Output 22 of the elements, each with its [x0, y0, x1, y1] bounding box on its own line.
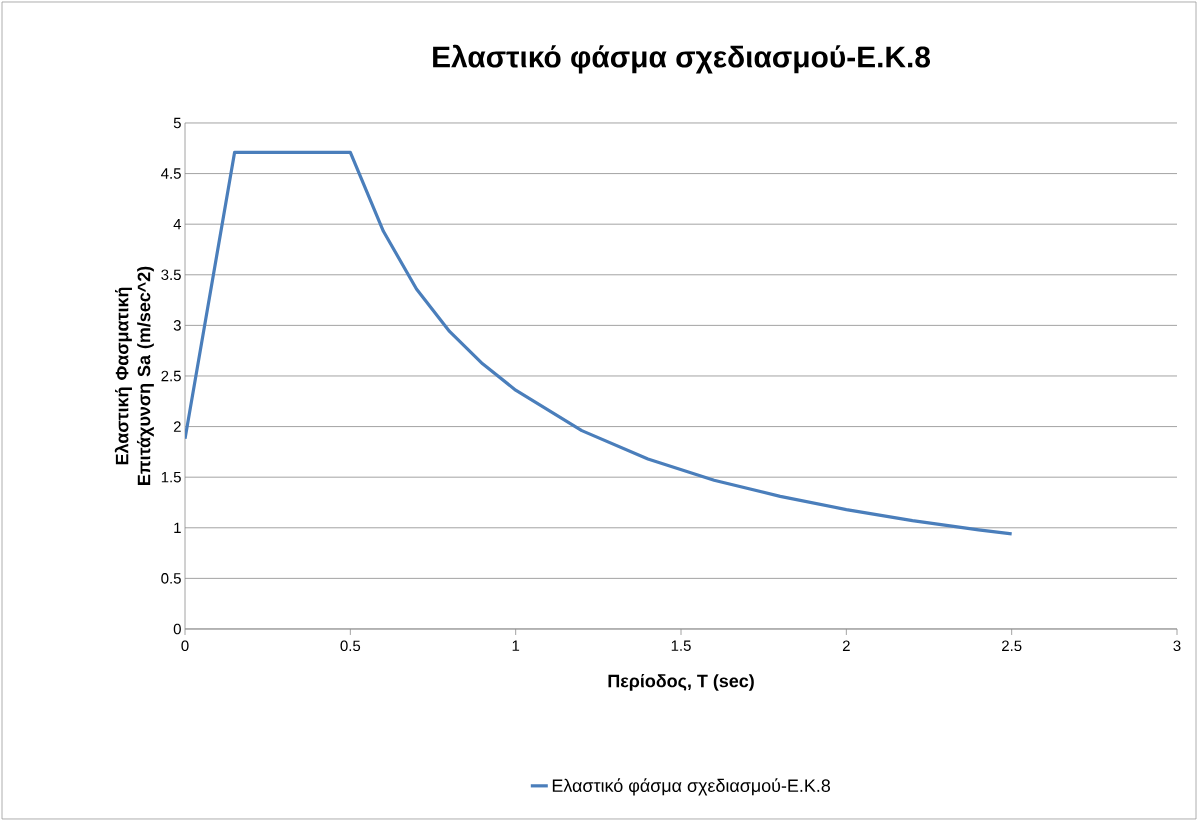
y-tick-label: 1.5: [161, 471, 181, 483]
x-tick-label: 2: [842, 640, 850, 651]
x-tick-label: 1.5: [671, 640, 691, 651]
line-series: [185, 150, 1014, 536]
y-tick-label: 0.5: [161, 573, 181, 584]
y-tick-label: 4: [173, 219, 182, 230]
y-tick-label: 3.5: [161, 269, 181, 281]
chart-title: Ελαστικό φάσμα σχεδιασμού-Ε.Κ.8: [433, 44, 931, 74]
y-tick-label: 1: [174, 522, 181, 533]
y-tick-label: 2.5: [161, 370, 181, 382]
x-axis-title: Περίοδος, T (sec): [608, 673, 754, 691]
x-tick-label: 2.5: [1002, 640, 1022, 652]
y-tick-label: 3: [173, 320, 181, 331]
x-tick-label: 0.5: [340, 640, 361, 652]
y-tick-label: 2: [173, 421, 181, 432]
y-tick-label: 5: [173, 117, 181, 129]
x-tick-label: 1: [512, 640, 520, 651]
y-tick-label: 4.5: [161, 168, 181, 179]
y-tick-label: 0: [173, 623, 181, 635]
legend-label: Ελαστικό φάσμα σχεδιασμού-Ε.Κ.8: [552, 778, 831, 796]
x-tick-label: 3: [1173, 640, 1181, 652]
y-axis-title: Ελαστική Φασματική Επιτάχυνση Sa (m/sec^2): [114, 266, 154, 485]
